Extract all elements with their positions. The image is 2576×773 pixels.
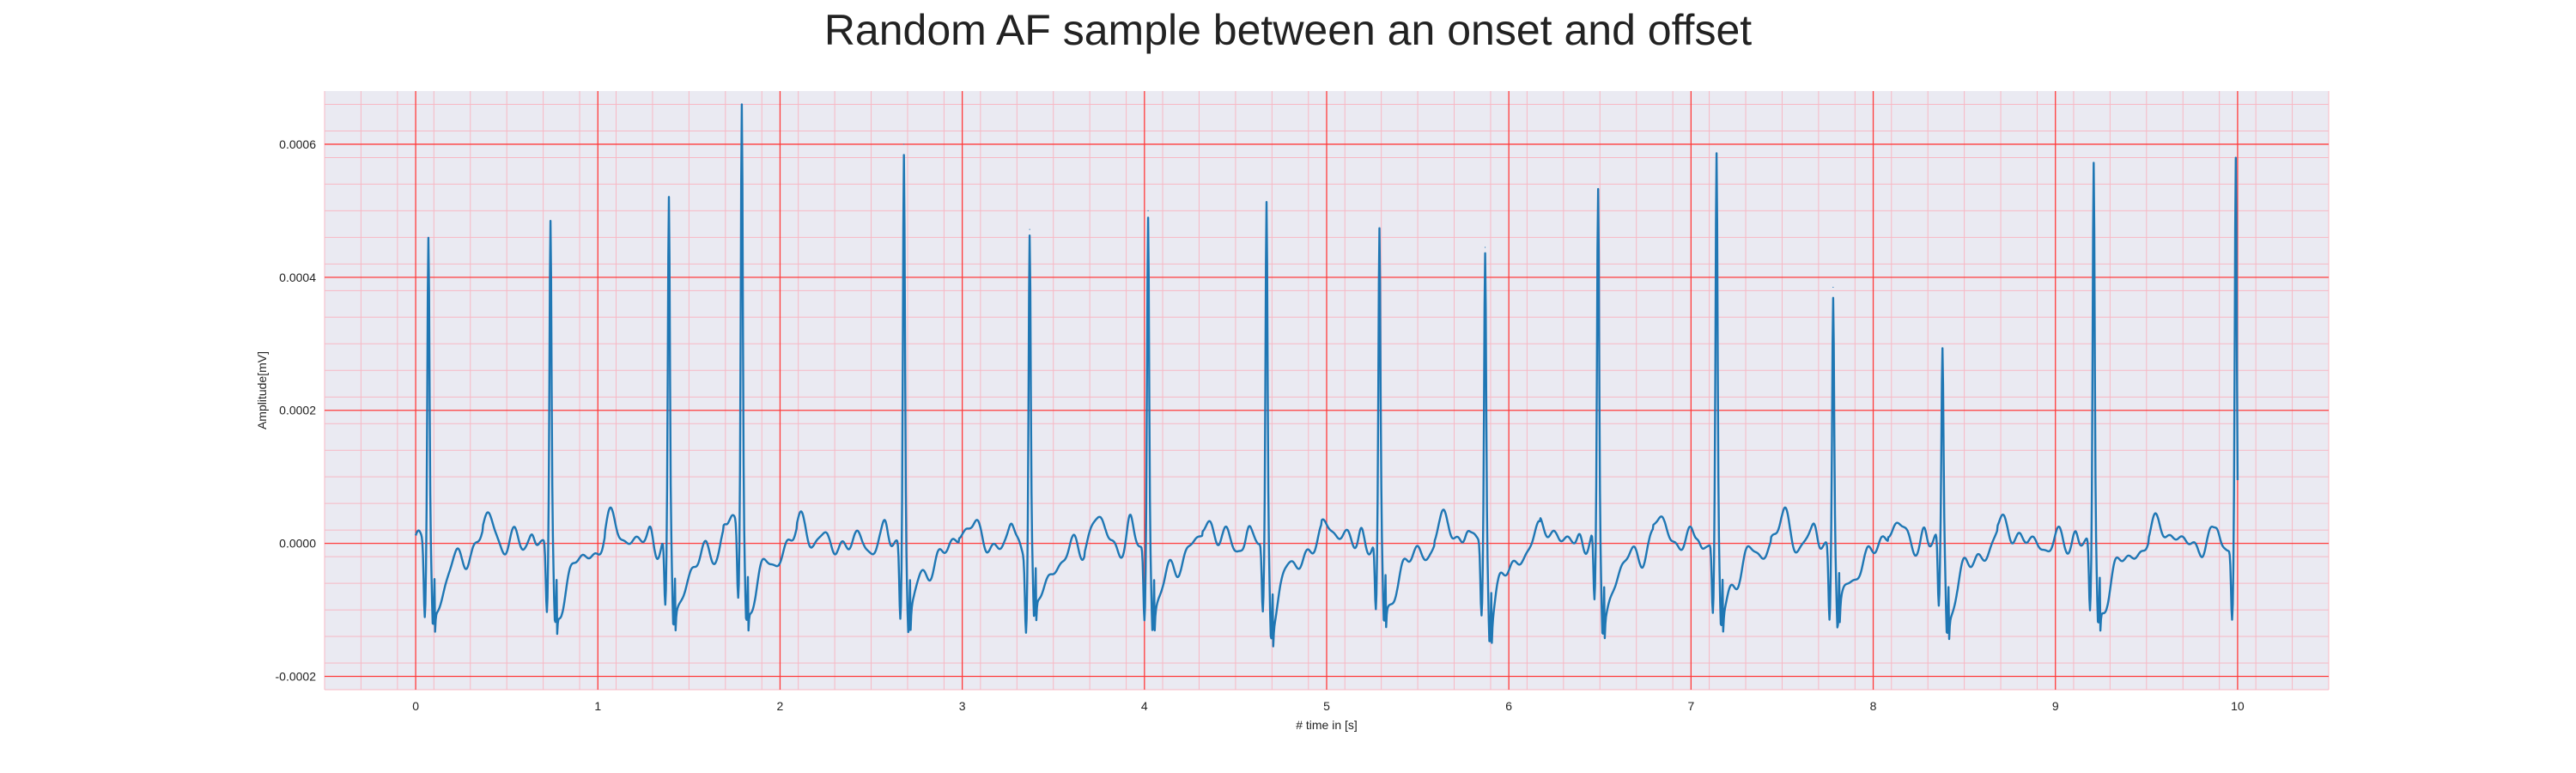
x-tick-label: 4: [1141, 699, 1148, 713]
x-axis-ticks: 0 1 2 3 4 5 6 7 8 9 10: [412, 699, 2245, 713]
major-grid: [325, 91, 2329, 690]
x-tick-label: 3: [959, 699, 966, 713]
r-peak-point: [1378, 238, 1381, 240]
y-axis-label: Amplitude[mV]: [255, 351, 269, 429]
x-tick-label: 7: [1687, 699, 1694, 713]
series-group: [414, 103, 2239, 648]
x-tick-label: 1: [594, 699, 601, 713]
chart-title: Random AF sample between an onset and of…: [823, 6, 1753, 54]
x-tick-label: 2: [777, 699, 784, 713]
r-peak-point: [1147, 210, 1149, 211]
y-tick-label: 0.0006: [279, 137, 316, 151]
ecg-series-line: [414, 103, 2239, 648]
r-peak-point: [550, 228, 551, 230]
x-tick-label: 10: [2231, 699, 2245, 713]
x-tick-label: 5: [1323, 699, 1330, 713]
x-axis-label: # time in [s]: [1296, 718, 1358, 732]
r-peak-point: [1832, 286, 1834, 289]
r-peak-point: [668, 206, 670, 209]
r-peak-point: [903, 143, 905, 145]
y-tick-label: 0.0000: [279, 537, 316, 551]
y-tick-label: 0.0004: [279, 271, 316, 284]
r-peak-point: [1597, 197, 1599, 198]
x-tick-label: 9: [2052, 699, 2059, 713]
y-tick-label: 0.0002: [279, 404, 316, 417]
y-tick-label: -0.0002: [276, 670, 317, 684]
r-peak-point: [1266, 206, 1267, 209]
x-tick-label: 6: [1505, 699, 1512, 713]
y-axis-ticks: -0.0002 0.0000 0.0002 0.0004 0.0006: [276, 137, 317, 684]
r-peak-point: [741, 117, 743, 119]
x-tick-label: 8: [1870, 699, 1877, 713]
x-tick-label: 0: [412, 699, 419, 713]
